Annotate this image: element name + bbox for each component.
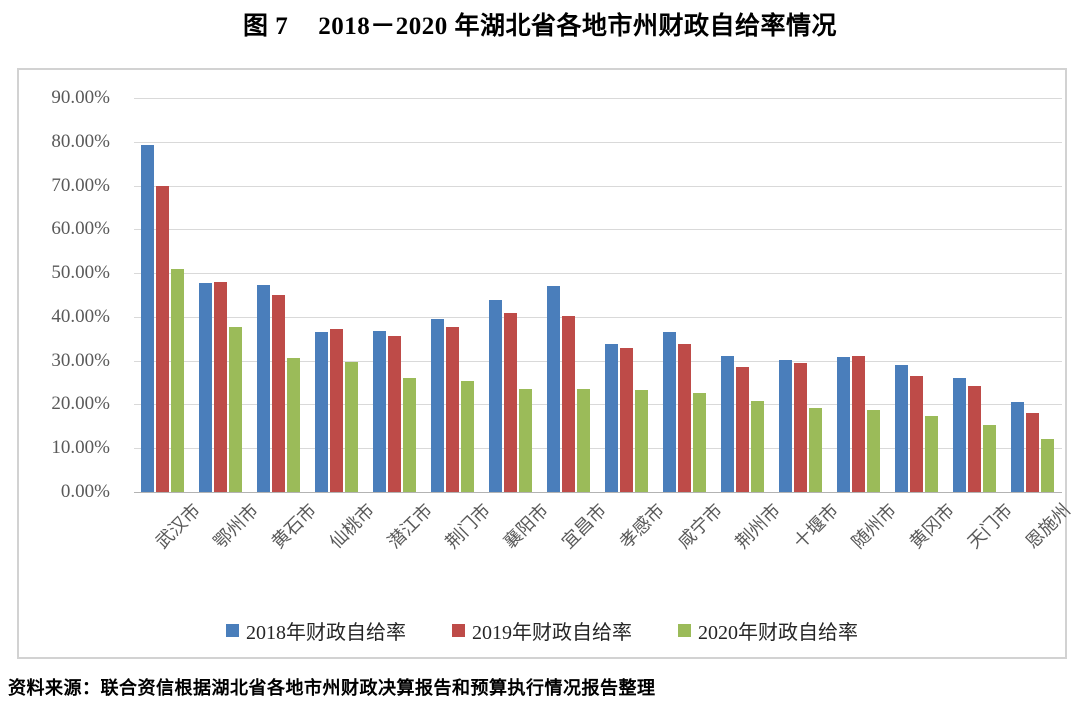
bar-2019年财政自给率-仙桃市	[330, 329, 343, 492]
bar-2020年财政自给率-恩施州	[1041, 438, 1054, 492]
gridline	[134, 141, 1062, 143]
bar-2019年财政自给率-荆州市	[736, 367, 749, 492]
bar-2020年财政自给率-宜昌市	[577, 389, 590, 492]
y-axis-tick-label: 20.00%	[51, 393, 110, 415]
bar-2020年财政自给率-黄冈市	[925, 415, 938, 492]
bar-2019年财政自给率-随州市	[852, 356, 865, 492]
legend-item: 2018年财政自给率	[226, 616, 406, 645]
bar-2018年财政自给率-孝感市	[605, 344, 618, 492]
bar-2020年财政自给率-仙桃市	[345, 361, 358, 492]
bar-2019年财政自给率-孝感市	[620, 347, 633, 492]
bar-2019年财政自给率-黄石市	[272, 295, 285, 492]
bar-2020年财政自给率-潜江市	[403, 378, 416, 492]
x-axis-category-label: 黄石市	[267, 500, 321, 553]
legend-label: 2018年财政自给率	[246, 622, 406, 644]
bar-2019年财政自给率-黄冈市	[910, 375, 923, 492]
bar-2019年财政自给率-天门市	[968, 386, 981, 492]
x-axis-category-label: 宜昌市	[557, 500, 611, 553]
bar-2019年财政自给率-咸宁市	[678, 344, 691, 492]
y-axis-tick-label: 50.00%	[51, 262, 110, 284]
bar-2019年财政自给率-荆门市	[446, 327, 459, 492]
bar-2018年财政自给率-黄石市	[257, 285, 270, 492]
x-axis-category-label: 鄂州市	[209, 500, 263, 553]
bar-2020年财政自给率-孝感市	[635, 389, 648, 492]
x-axis-category-label: 潜江市	[383, 500, 437, 553]
bar-2020年财政自给率-随州市	[867, 409, 880, 492]
x-axis-category-label: 咸宁市	[673, 500, 727, 553]
bar-2019年财政自给率-恩施州	[1026, 413, 1039, 492]
legend: 2018年财政自给率 2019年财政自给率 2020年财政自给率	[19, 616, 1065, 645]
bar-2018年财政自给率-十堰市	[779, 359, 792, 492]
x-axis-category-label: 襄阳市	[499, 500, 553, 553]
bar-2019年财政自给率-鄂州市	[214, 282, 227, 492]
bar-2018年财政自给率-襄阳市	[489, 300, 502, 492]
bar-2019年财政自给率-潜江市	[388, 336, 401, 492]
bar-2018年财政自给率-咸宁市	[663, 332, 676, 492]
bar-2018年财政自给率-潜江市	[373, 330, 386, 492]
y-axis-tick-label: 70.00%	[51, 174, 110, 196]
y-axis-tick-label: 30.00%	[51, 349, 110, 371]
bar-2020年财政自给率-襄阳市	[519, 389, 532, 492]
bar-2019年财政自给率-襄阳市	[504, 312, 517, 492]
bar-2018年财政自给率-黄冈市	[895, 365, 908, 492]
bar-2020年财政自给率-荆门市	[461, 380, 474, 492]
title-text: 2018－2020 年湖北省各地市州财政自给率情况	[318, 13, 838, 40]
gridline	[134, 98, 1062, 99]
legend-label: 2020年财政自给率	[698, 622, 858, 644]
gridline	[134, 185, 1062, 187]
chart-title: 图 7 2018－2020 年湖北省各地市州财政自给率情况	[0, 6, 1080, 42]
x-axis-category-label: 恩施州	[1021, 500, 1075, 553]
bar-2020年财政自给率-荆州市	[751, 401, 764, 492]
bar-2020年财政自给率-鄂州市	[229, 326, 242, 492]
x-axis-category-label: 天门市	[963, 500, 1017, 553]
bar-2018年财政自给率-天门市	[953, 378, 966, 492]
x-axis-category-label: 武汉市	[151, 500, 205, 553]
y-axis-tick-label: 40.00%	[51, 305, 110, 327]
bar-2020年财政自给率-十堰市	[809, 407, 822, 492]
x-axis-category-label: 十堰市	[789, 500, 843, 553]
x-axis-category-label: 荆州市	[731, 500, 785, 553]
gridline	[134, 273, 1062, 275]
gridline	[134, 448, 1062, 450]
legend-swatch-icon	[226, 624, 239, 637]
bar-2019年财政自给率-武汉市	[156, 185, 169, 492]
bar-2020年财政自给率-黄石市	[287, 358, 300, 492]
y-axis-tick-label: 60.00%	[51, 218, 110, 240]
y-axis-tick-label: 10.00%	[51, 437, 110, 459]
x-axis-category-label: 荆门市	[441, 500, 495, 553]
figure-label: 图 7	[242, 13, 289, 40]
legend-swatch-icon	[452, 624, 465, 637]
legend-item: 2020年财政自给率	[678, 616, 858, 645]
legend-swatch-icon	[678, 624, 691, 637]
bar-2018年财政自给率-随州市	[837, 357, 850, 492]
bar-2018年财政自给率-武汉市	[141, 144, 154, 492]
y-axis-tick-label: 0.00%	[60, 481, 110, 502]
x-axis-category-label: 仙桃市	[325, 500, 379, 553]
legend-label: 2019年财政自给率	[472, 622, 632, 644]
source-note: 资料来源：联合资信根据湖北省各地市州财政决算报告和预算执行情况报告整理	[8, 678, 656, 698]
bar-2019年财政自给率-宜昌市	[562, 316, 575, 492]
bar-2018年财政自给率-鄂州市	[199, 283, 212, 492]
x-axis-line	[134, 492, 1062, 493]
bar-2018年财政自给率-荆州市	[721, 356, 734, 492]
bar-2020年财政自给率-咸宁市	[693, 393, 706, 492]
bar-2019年财政自给率-十堰市	[794, 363, 807, 492]
y-axis-tick-label: 90.00%	[51, 87, 110, 108]
chart-area: 2018年财政自给率 2019年财政自给率 2020年财政自给率 0.00% 10.0…	[17, 68, 1074, 659]
gridline	[134, 229, 1062, 231]
legend-item: 2019年财政自给率	[452, 616, 632, 645]
gridline	[134, 360, 1062, 362]
bar-2020年财政自给率-天门市	[983, 425, 996, 492]
x-axis-category-label: 孝感市	[615, 500, 669, 553]
bar-2020年财政自给率-武汉市	[171, 268, 184, 492]
gridline	[134, 316, 1062, 318]
x-axis-category-label: 随州市	[847, 500, 901, 553]
bar-2018年财政自给率-仙桃市	[315, 331, 328, 492]
gridline	[134, 404, 1062, 406]
bar-2018年财政自给率-恩施州	[1011, 402, 1024, 492]
bar-2018年财政自给率-荆门市	[431, 318, 444, 492]
bar-2018年财政自给率-宜昌市	[547, 286, 560, 492]
y-axis-tick-label: 80.00%	[51, 130, 110, 152]
x-axis-category-label: 黄冈市	[905, 500, 959, 553]
